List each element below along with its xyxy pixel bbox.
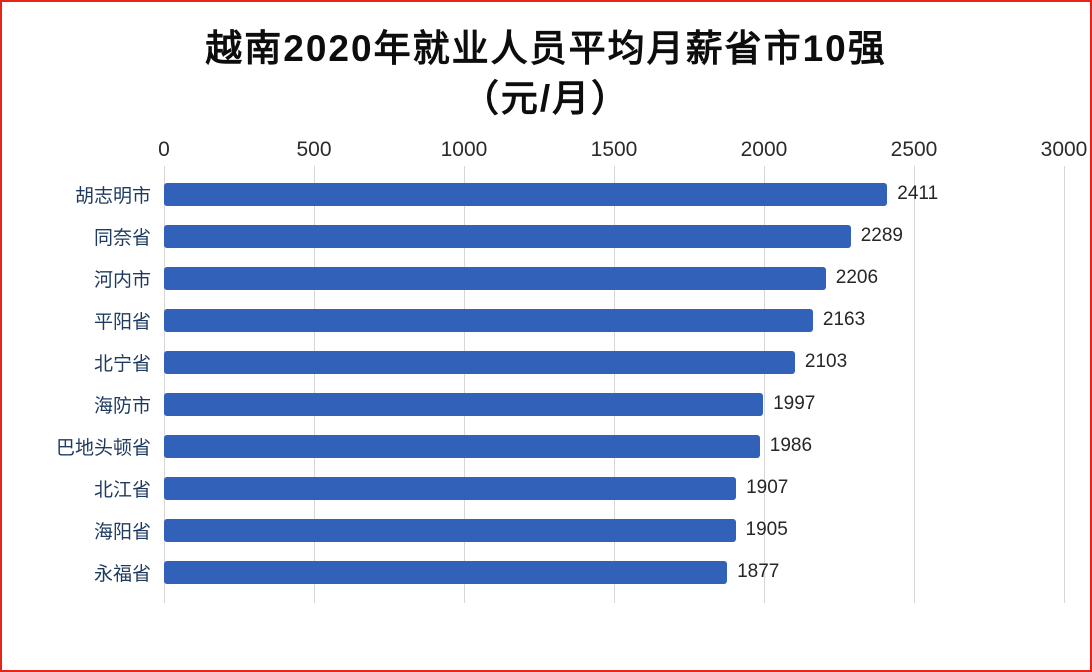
bar-row: 巴地头顿省 1986 [24,425,1064,467]
category-label: 海防市 [93,395,151,417]
x-axis-tick: 0 [158,138,170,161]
x-axis-tick: 500 [296,138,332,161]
bar [164,518,736,542]
chart-title: 越南2020年就业人员平均月薪省市10强 （元/月） [2,24,1090,124]
value-label: 1997 [773,393,816,414]
value-label: 1905 [745,519,788,540]
x-axis: 0 500 1000 1500 2000 2500 3000 [158,136,1087,166]
gridline [614,166,615,603]
bar-track: 2289 [164,215,1064,257]
bar-track: 1986 [164,425,1064,467]
bar-track: 1905 [164,509,1064,551]
gridline [914,166,915,603]
gridline [1064,166,1065,603]
category-label: 海阳省 [93,521,151,543]
bar-track: 1877 [164,551,1064,593]
chart-title-line1: 越南2020年就业人员平均月薪省市10强 [205,28,887,69]
bar [164,392,764,416]
gridlines [164,166,1065,603]
bar-chart: 0 500 1000 1500 2000 2500 3000 胡志明市 2411 同奈省 2289… [24,136,1087,603]
bar-row: 胡志明市 2411 [24,173,1064,215]
value-label: 1877 [737,561,780,582]
value-label: 2103 [804,351,848,372]
x-axis-tick: 3000 [1040,138,1088,161]
bar-row: 平阳省 2163 [24,299,1064,341]
x-axis-tick: 1500 [590,138,638,161]
value-label: 2206 [835,267,879,288]
bar [164,308,813,332]
x-axis-tick: 2000 [740,138,788,161]
bar-track: 1907 [164,467,1064,509]
category-label: 北宁省 [93,353,151,375]
category-label: 河内市 [93,269,151,291]
category-label: 平阳省 [93,311,151,333]
value-label: 2411 [897,183,939,204]
bar [164,182,888,206]
bar-row: 河内市 2206 [24,257,1064,299]
gridline [164,166,165,603]
gridline [313,166,315,603]
bar-track: 2206 [164,257,1064,299]
value-label: 2163 [822,309,866,330]
gridline [763,166,765,603]
bar [164,266,826,290]
bar-track: 2103 [164,341,1064,383]
value-label: 1986 [769,435,813,456]
category-label: 北江省 [93,479,151,501]
category-label: 永福省 [93,563,151,585]
bar [164,224,851,248]
bar-row: 北江省 1907 [24,467,1064,509]
x-axis-tick: 2500 [890,138,938,161]
value-label: 2289 [860,225,903,246]
category-label: 同奈省 [93,227,151,249]
bar-track: 2163 [164,299,1064,341]
bar-row: 同奈省 2289 [24,215,1064,257]
bar-row: 海阳省 1905 [24,509,1064,551]
value-label: 1907 [746,477,789,498]
bar-row: 永福省 1877 [24,551,1064,593]
bar-row: 北宁省 2103 [24,341,1064,383]
bar [164,350,795,374]
bar-row: 海防市 1997 [24,383,1064,425]
bar-track: 1997 [164,383,1064,425]
bar [164,476,737,500]
x-axis-tick: 1000 [440,138,488,161]
bar [164,560,728,584]
chart-title-line2: （元/月） [461,78,631,119]
bar-rows: 胡志明市 2411 同奈省 2289 河内市 2206 平阳省 2163 北宁省 2103 海防市 1… [24,173,1064,593]
bar [164,434,760,458]
bar-track: 2411 [164,173,1064,215]
category-label: 巴地头顿省 [55,437,151,459]
gridline [463,166,465,603]
category-label: 胡志明市 [74,185,151,207]
plot-area: 胡志明市 2411 同奈省 2289 河内市 2206 平阳省 2163 北宁省 2103 海防市 1… [24,166,1065,603]
